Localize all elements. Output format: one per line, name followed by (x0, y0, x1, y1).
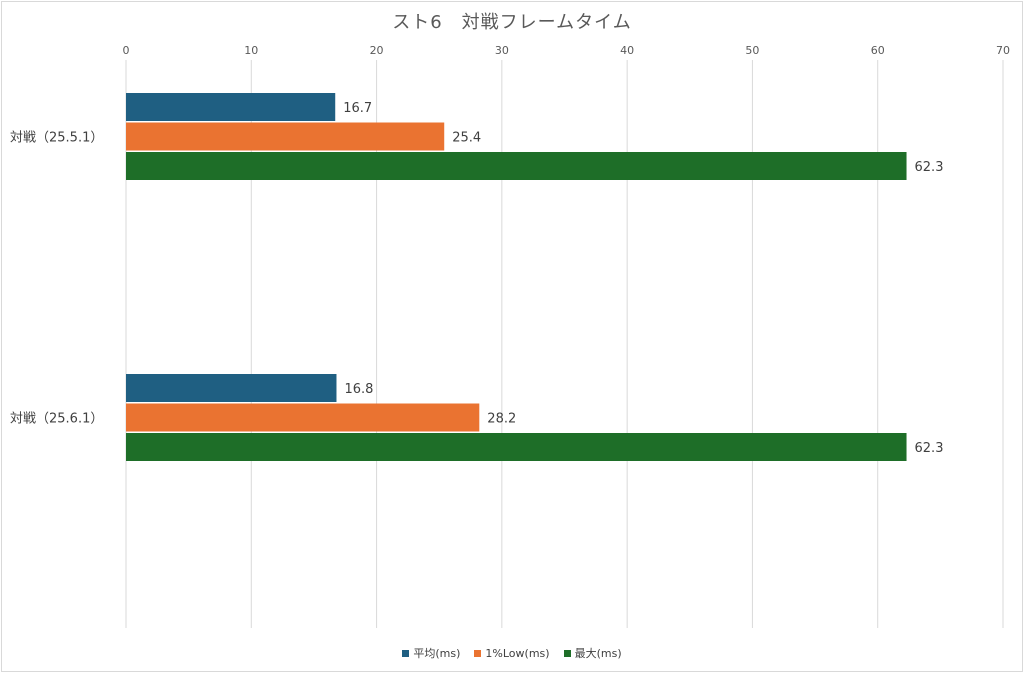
legend-item: 1%Low(ms) (474, 645, 550, 661)
x-tick-label: 0 (123, 44, 130, 57)
x-tick-label: 10 (244, 44, 258, 57)
legend-label: 平均(ms) (413, 647, 461, 660)
legend-swatch (474, 649, 482, 657)
x-tick-label: 30 (495, 44, 509, 57)
chart-title: スト6 対戦フレームタイム (392, 12, 632, 33)
data-label: 62.3 (915, 160, 944, 175)
data-label: 62.3 (915, 441, 944, 456)
x-tick-label: 40 (620, 44, 634, 57)
category-label: 対戦（25.5.1） (10, 131, 103, 146)
bar (126, 403, 480, 432)
x-tick-label: 20 (370, 44, 384, 57)
legend-swatch (563, 649, 571, 657)
bar (126, 152, 907, 180)
chart-legend: 平均(ms) 1%Low(ms) 最大(ms) (0, 645, 1024, 661)
legend-label: 最大(ms) (574, 647, 622, 660)
category-label: 対戦（25.6.1） (10, 412, 103, 427)
x-tick-label: 50 (745, 44, 759, 57)
x-tick-label: 60 (871, 44, 885, 57)
bar (126, 433, 907, 461)
legend-item: 平均(ms) (402, 645, 460, 661)
legend-swatch (402, 649, 410, 657)
bar (126, 122, 445, 151)
data-label: 16.7 (343, 101, 372, 116)
legend-item: 最大(ms) (563, 645, 622, 661)
bar (126, 374, 337, 402)
data-label: 28.2 (487, 412, 516, 427)
bar (126, 93, 336, 121)
legend-label: 1%Low(ms) (485, 646, 550, 660)
data-label: 16.8 (344, 382, 373, 397)
x-tick-label: 70 (996, 44, 1010, 57)
data-label: 25.4 (452, 131, 481, 146)
